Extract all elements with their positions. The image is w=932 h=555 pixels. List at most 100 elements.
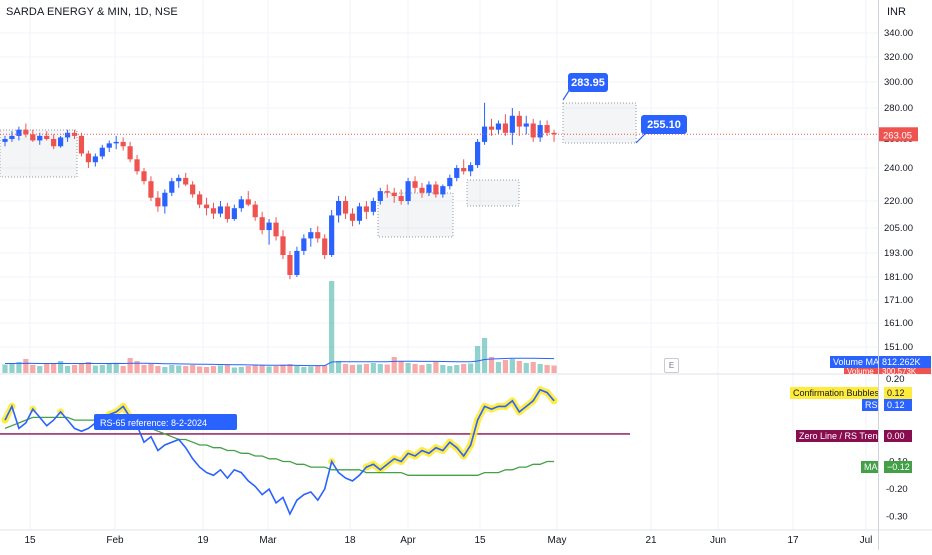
candle-body[interactable] <box>64 132 71 138</box>
volume-bar[interactable] <box>384 364 390 374</box>
last-price-tag[interactable] <box>879 127 918 142</box>
high-callout[interactable] <box>568 73 608 92</box>
volume-bar[interactable] <box>315 366 321 373</box>
volume-bar[interactable] <box>30 365 36 373</box>
candle-body[interactable] <box>322 238 328 255</box>
candle-body[interactable] <box>433 184 439 195</box>
candle-body[interactable] <box>85 153 91 163</box>
volume-bar[interactable] <box>148 364 154 373</box>
candle-body[interactable] <box>294 250 300 275</box>
volume-bar[interactable] <box>377 364 383 373</box>
candle-body[interactable] <box>106 143 112 148</box>
candle-body[interactable] <box>454 168 460 178</box>
volume-bar[interactable] <box>349 365 356 373</box>
volume-bar[interactable] <box>419 365 425 373</box>
volume-bar[interactable] <box>342 364 349 373</box>
volume-bar[interactable] <box>217 365 224 374</box>
candle-body[interactable] <box>190 184 196 195</box>
candle-body[interactable] <box>252 204 258 218</box>
volume-bar[interactable] <box>363 364 369 373</box>
candle-body[interactable] <box>412 181 418 188</box>
zero-line-legend[interactable] <box>796 430 878 442</box>
rs-value-tag[interactable] <box>884 399 912 411</box>
volume-bar[interactable] <box>190 365 196 373</box>
volume-bar[interactable] <box>294 366 300 373</box>
volume-bar[interactable] <box>231 367 237 374</box>
candle-body[interactable] <box>475 141 481 166</box>
candle-body[interactable] <box>468 165 474 172</box>
candle-body[interactable] <box>266 222 272 231</box>
volume-bar[interactable] <box>78 363 85 373</box>
candle-body[interactable] <box>488 126 495 130</box>
volume-bar[interactable] <box>544 365 550 373</box>
candle-body[interactable] <box>419 187 425 193</box>
volume-bar[interactable] <box>273 366 279 373</box>
volume-bar[interactable] <box>537 364 543 373</box>
ma-legend[interactable] <box>861 461 878 473</box>
candle-body[interactable] <box>44 135 50 139</box>
volume-bar[interactable] <box>141 365 147 373</box>
candle-body[interactable] <box>336 201 342 216</box>
candle-body[interactable] <box>245 199 251 205</box>
volume-bar[interactable] <box>488 357 495 373</box>
candle-body[interactable] <box>217 206 224 214</box>
volume-bar[interactable] <box>203 367 210 373</box>
volume-bar[interactable] <box>106 364 112 373</box>
volume-bar[interactable] <box>134 361 140 373</box>
volume-ma-legend[interactable] <box>830 356 878 368</box>
candle-body[interactable] <box>370 201 376 212</box>
volume-bar[interactable] <box>169 365 175 373</box>
candle-body[interactable] <box>509 115 515 133</box>
volume-bar[interactable] <box>224 365 230 373</box>
candle-body[interactable] <box>58 137 64 147</box>
candle-body[interactable] <box>71 132 78 136</box>
volume-bar[interactable] <box>259 365 265 373</box>
candle-body[interactable] <box>398 196 404 201</box>
candle-body[interactable] <box>183 177 189 185</box>
volume-bar[interactable] <box>398 361 404 373</box>
volume-bar[interactable] <box>183 366 189 373</box>
candle-body[interactable] <box>37 135 43 141</box>
candle-body[interactable] <box>447 177 453 187</box>
candle-body[interactable] <box>2 139 8 142</box>
candle-body[interactable] <box>238 199 244 209</box>
volume-bar[interactable] <box>245 366 251 373</box>
rs-reference-badge[interactable] <box>94 414 237 430</box>
volume-bar[interactable] <box>238 367 244 373</box>
candle-body[interactable] <box>440 186 446 195</box>
candle-body[interactable] <box>9 135 15 139</box>
volume-bar[interactable] <box>162 367 168 373</box>
candle-body[interactable] <box>141 171 147 182</box>
candle-body[interactable] <box>551 132 557 135</box>
volume-ma-value-tag[interactable] <box>879 356 931 368</box>
candle-body[interactable] <box>356 206 363 221</box>
volume-bar[interactable] <box>252 365 258 374</box>
volume-bar[interactable] <box>461 364 467 373</box>
candle-body[interactable] <box>329 215 335 255</box>
volume-bar[interactable] <box>44 364 50 373</box>
rs-legend[interactable] <box>862 399 878 411</box>
volume-bar[interactable] <box>127 358 133 373</box>
candle-body[interactable] <box>516 115 522 127</box>
candle-body[interactable] <box>391 192 397 197</box>
volume-bar[interactable] <box>370 363 376 373</box>
candle-body[interactable] <box>481 126 488 142</box>
volume-bar[interactable] <box>85 362 91 373</box>
volume-bar[interactable] <box>64 366 71 373</box>
candle-body[interactable] <box>287 255 293 275</box>
volume-bar[interactable] <box>308 366 314 374</box>
candle-body[interactable] <box>16 129 22 136</box>
candle-body[interactable] <box>78 135 85 154</box>
volume-bar[interactable] <box>509 359 515 373</box>
candle-body[interactable] <box>384 191 390 193</box>
volume-bar[interactable] <box>329 281 335 373</box>
volume-bar[interactable] <box>447 366 453 373</box>
volume-bar[interactable] <box>391 357 397 373</box>
volume-bar[interactable] <box>356 364 363 374</box>
volume-bar[interactable] <box>433 362 439 373</box>
candle-body[interactable] <box>315 232 321 239</box>
candle-body[interactable] <box>210 208 217 214</box>
volume-bar[interactable] <box>481 338 488 373</box>
zero-line-value-tag[interactable] <box>884 430 912 442</box>
